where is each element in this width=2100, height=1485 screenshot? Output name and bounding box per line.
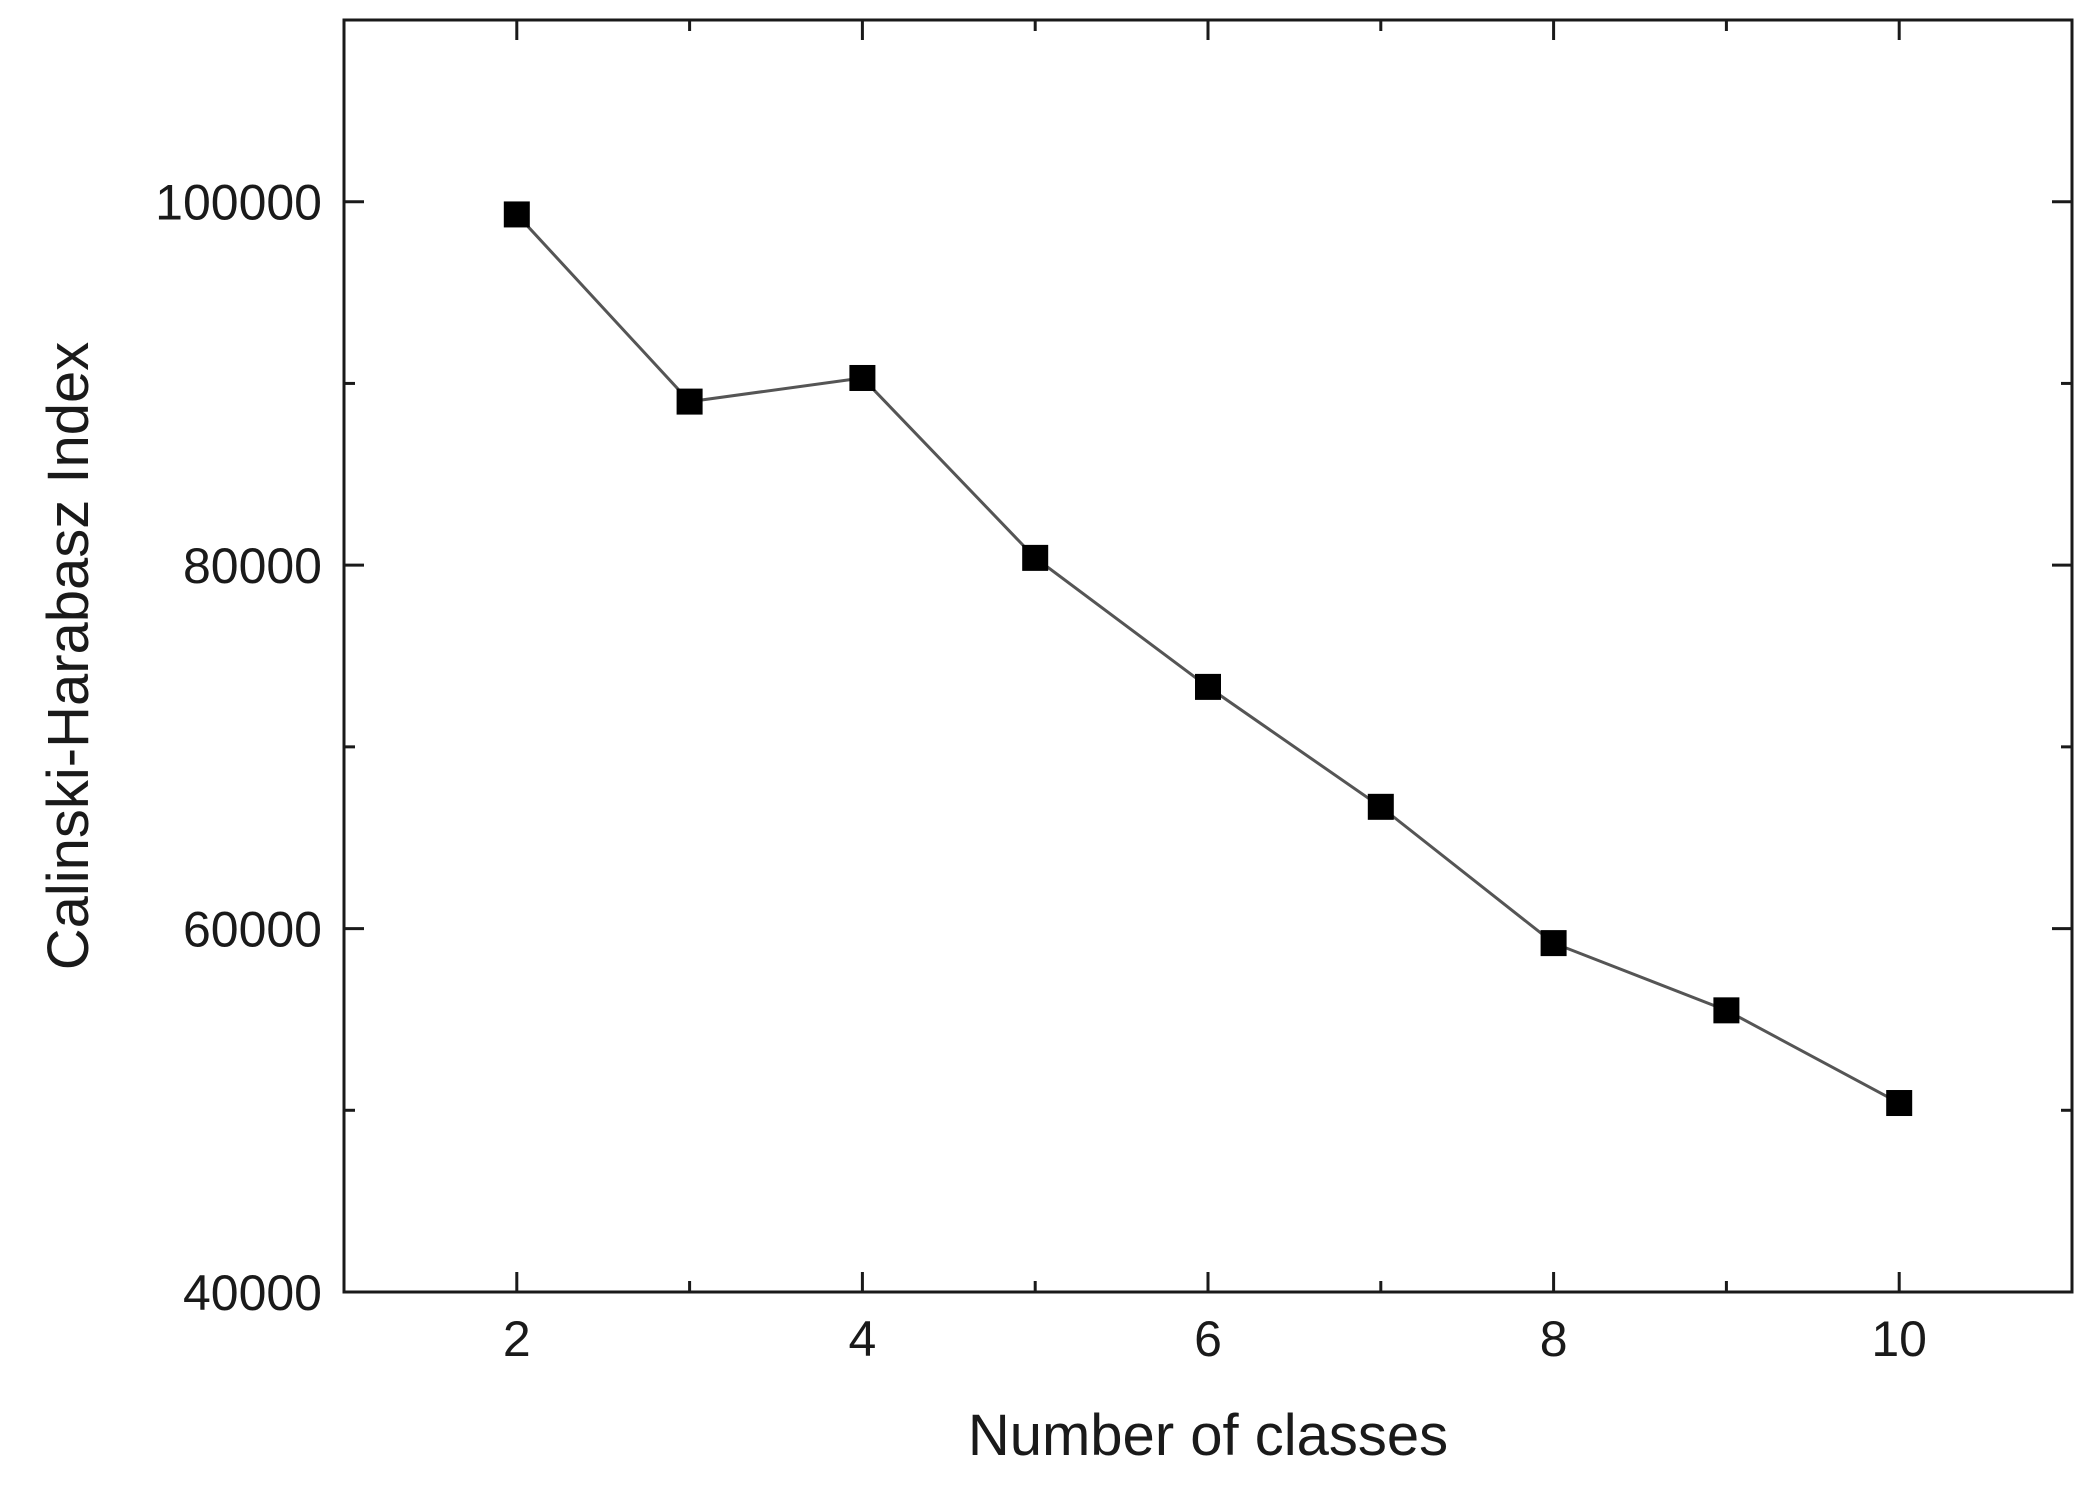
y-axis-title: Calinski-Harabasz Index <box>36 342 101 971</box>
x-tick-label: 6 <box>1194 1311 1222 1367</box>
x-tick-label: 10 <box>1871 1311 1927 1367</box>
data-point <box>1367 793 1394 820</box>
y-tick-label: 60000 <box>183 902 322 958</box>
data-point <box>1195 673 1221 700</box>
y-tick-label: 80000 <box>183 538 322 594</box>
y-tick-label: 100000 <box>155 175 322 231</box>
x-tick-label: 2 <box>503 1311 531 1367</box>
y-tick-label: 40000 <box>183 1265 322 1321</box>
series-group <box>503 201 1913 1117</box>
data-point <box>1886 1090 1913 1117</box>
axis-ticks <box>344 20 2072 1294</box>
data-point <box>1540 930 1567 957</box>
x-axis-title: Number of classes <box>968 1403 1448 1468</box>
data-point <box>1022 544 1049 571</box>
data-point <box>849 364 876 391</box>
axis-tick-labels: 2 4 6 8 10 40000 60000 80000 100000 <box>155 175 1927 1367</box>
series-line <box>515 213 1900 1105</box>
x-tick-label: 8 <box>1540 1311 1568 1367</box>
data-point <box>1713 997 1740 1024</box>
plot-frame <box>342 18 2074 1294</box>
data-point <box>676 388 703 415</box>
x-tick-label: 4 <box>848 1311 876 1367</box>
data-point <box>503 201 530 228</box>
